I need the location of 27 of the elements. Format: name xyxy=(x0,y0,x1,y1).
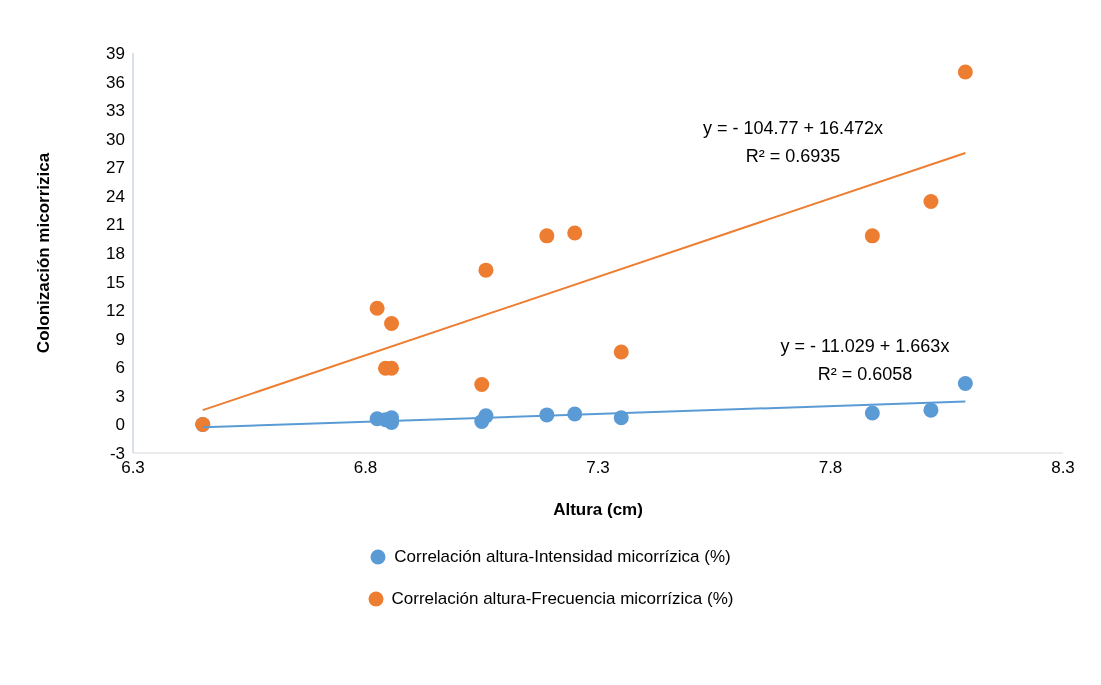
y-tick-label: 0 xyxy=(115,415,125,435)
y-tick-label: 15 xyxy=(106,272,125,292)
y-tick-label: 36 xyxy=(106,72,125,92)
x-tick-label: 8.3 xyxy=(1051,458,1075,478)
x-tick-label: 6.3 xyxy=(121,458,145,478)
annotation: y = - 104.77 + 16.472x xyxy=(701,118,885,139)
y-tick-label: 30 xyxy=(106,129,125,149)
x-axis-title: Altura (cm) xyxy=(553,500,643,519)
legend-label: Correlación altura-Frecuencia micorrízica (%) xyxy=(391,589,734,609)
y-axis-title: Colonización micorrizica xyxy=(34,152,54,354)
y-tick-label: 18 xyxy=(106,244,125,264)
annotation: R² = 0.6058 xyxy=(816,364,914,385)
y-tick-label: 6 xyxy=(115,358,125,378)
annotation: R² = 0.6935 xyxy=(744,146,842,167)
x-tick-label: 6.8 xyxy=(353,458,378,478)
y-tick-label: 39 xyxy=(106,44,125,64)
legend-label: Correlación altura-Intensidad micorrízica (%) xyxy=(394,547,731,567)
y-tick-label: 24 xyxy=(106,186,125,206)
y-tick-label: 27 xyxy=(106,158,125,178)
y-tick-label: 3 xyxy=(115,386,125,406)
annotation: y = - 11.029 + 1.663x xyxy=(779,336,951,357)
y-tick-label: 33 xyxy=(106,101,125,121)
x-tick-label: 7.8 xyxy=(818,458,843,478)
y-tick-label: 12 xyxy=(106,301,125,321)
y-tick-label: 9 xyxy=(115,329,125,349)
x-tick-label: 7.3 xyxy=(586,458,610,478)
y-tick-label: 21 xyxy=(106,215,125,235)
